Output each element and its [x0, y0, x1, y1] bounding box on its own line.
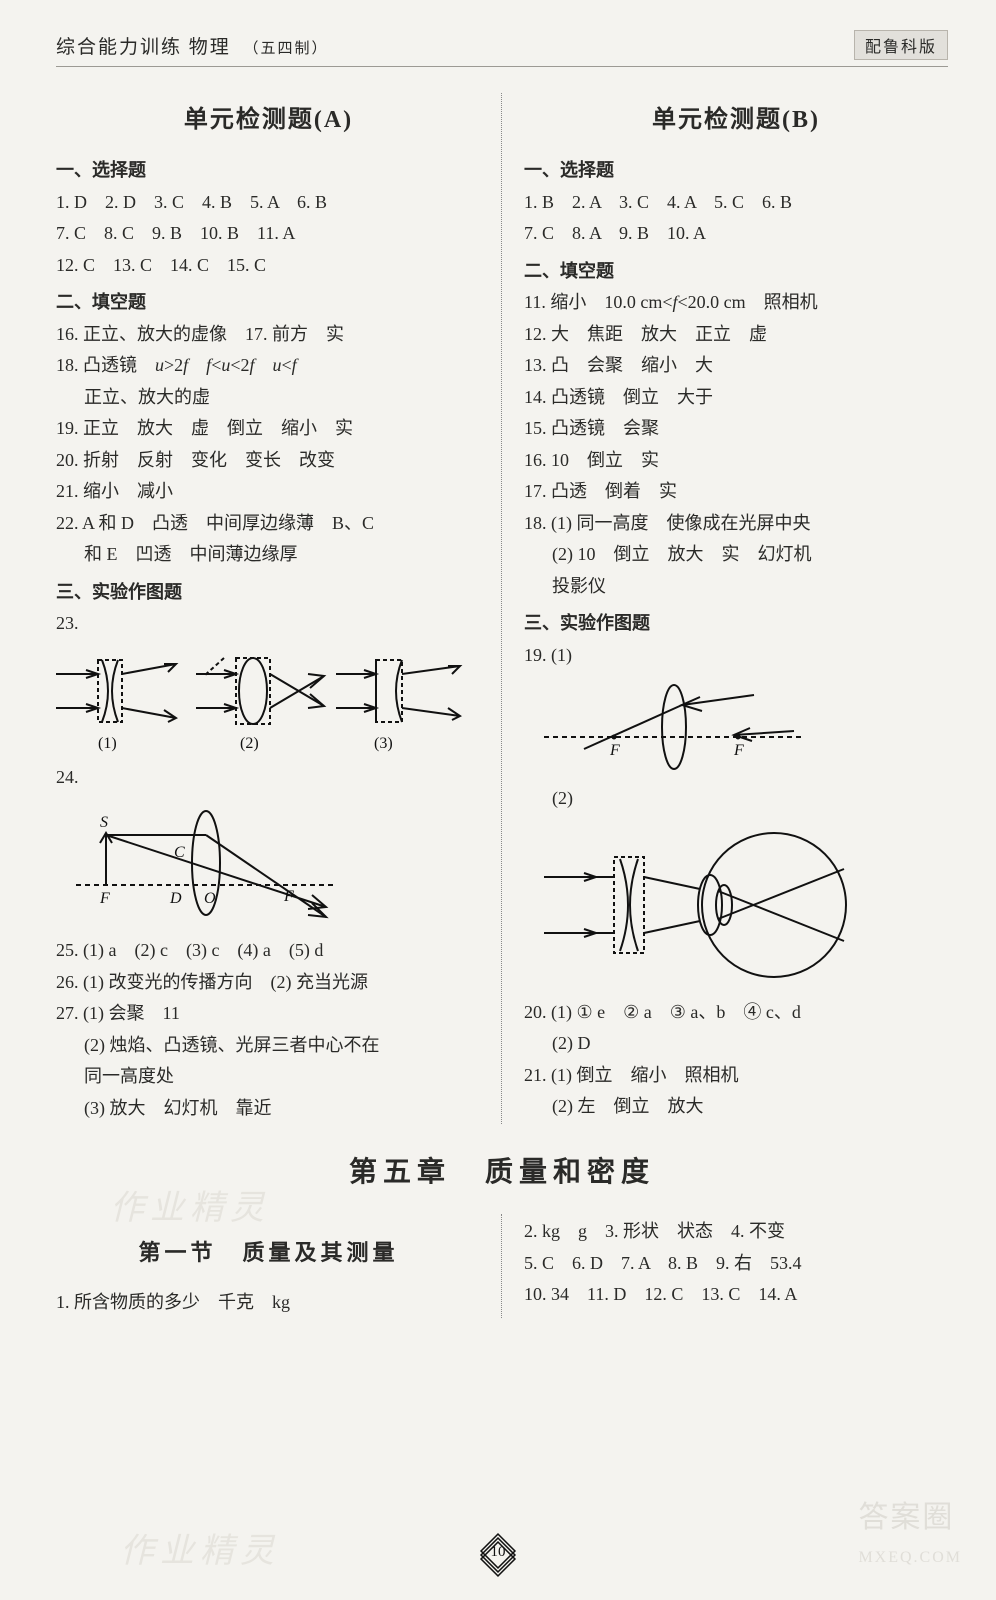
testA-q20: 20. 折射 反射 变化 变长 改变	[56, 445, 481, 477]
section-title: 第一节 质量及其测量	[56, 1234, 481, 1273]
fig19-2	[524, 821, 948, 991]
testA-sect2: 二、填空题	[56, 287, 481, 319]
testA-q27c: 同一高度处	[56, 1061, 481, 1093]
testA-q26: 26. (1) 改变光的传播方向 (2) 充当光源	[56, 967, 481, 999]
testB-q16: 16. 10 倒立 实	[524, 445, 948, 477]
fig24-F2: F	[283, 888, 294, 905]
testB-q13: 13. 凸 会聚 缩小 大	[524, 350, 948, 382]
testA-q18b: 正立、放大的虚	[56, 382, 481, 414]
fig24-D: D	[169, 890, 182, 907]
fig23-label3: (3)	[374, 735, 393, 752]
header-badge: 配鲁科版	[854, 30, 948, 60]
page-number-text: 10	[491, 1544, 506, 1560]
testB-q20a: 20. (1) ① e ② a ③ a、b ④ c、d	[524, 997, 948, 1029]
ch-r1: 2. kg g 3. 形状 状态 4. 不变	[524, 1216, 948, 1248]
testB-q20b: (2) D	[524, 1028, 948, 1060]
testB-q21a: 21. (1) 倒立 缩小 照相机	[524, 1060, 948, 1092]
chapter-columns: 第一节 质量及其测量 1. 所含物质的多少 千克 kg 2. kg g 3. 形…	[56, 1214, 948, 1318]
testB-q21b: (2) 左 倒立 放大	[524, 1091, 948, 1123]
chapter-left: 第一节 质量及其测量 1. 所含物质的多少 千克 kg	[56, 1214, 502, 1318]
fig19-F1: F	[609, 742, 620, 759]
chapter-right: 2. kg g 3. 形状 状态 4. 不变 5. C 6. D 7. A 8.…	[502, 1214, 948, 1318]
testA-q23: 23.	[56, 608, 481, 640]
testA-sect3: 三、实验作图题	[56, 577, 481, 609]
testB-sect3: 三、实验作图题	[524, 608, 948, 640]
testB-q19-2: (2)	[524, 783, 948, 815]
testB-sect1: 一、选择题	[524, 155, 948, 187]
header-subject: 物理	[189, 37, 231, 58]
test-a-column: 单元检测题(A) 一、选择题 1. D 2. D 3. C 4. B 5. A …	[56, 93, 502, 1124]
testB-q14: 14. 凸透镜 倒立 大于	[524, 382, 948, 414]
testB-mc2: 7. C 8. A 9. B 10. A	[524, 218, 948, 250]
fig24-C: C	[174, 844, 185, 861]
header-note: （五四制）	[244, 41, 329, 57]
testA-q18a: 18. 凸透镜 u>2f f<u<2f u<f	[56, 350, 481, 382]
page-number: 10	[0, 1524, 996, 1578]
testB-mc1: 1. B 2. A 3. C 4. A 5. C 6. B	[524, 187, 948, 219]
testA-q27d: (3) 放大 幻灯机 靠近	[56, 1093, 481, 1125]
testA-mc2: 7. C 8. C 9. B 10. B 11. A	[56, 218, 481, 250]
testA-q25: 25. (1) a (2) c (3) c (4) a (5) d	[56, 935, 481, 967]
testB-q15: 15. 凸透镜 会聚	[524, 413, 948, 445]
fig24: S C F D O F	[56, 799, 481, 929]
testB-sect2: 二、填空题	[524, 256, 948, 288]
testA-q21: 21. 缩小 减小	[56, 476, 481, 508]
ch-q1: 1. 所含物质的多少 千克 kg	[56, 1287, 481, 1319]
testA-mc1: 1. D 2. D 3. C 4. B 5. A 6. B	[56, 187, 481, 219]
header-title: 综合能力训练	[56, 37, 182, 58]
testA-sect1: 一、选择题	[56, 155, 481, 187]
chapter-title: 第五章 质量和密度	[56, 1150, 948, 1190]
fig24-S: S	[100, 814, 108, 831]
testB-q17: 17. 凸透 倒着 实	[524, 476, 948, 508]
testA-q24: 24.	[56, 762, 481, 794]
header-left: 综合能力训练 物理 （五四制）	[56, 32, 329, 59]
fig19-F2: F	[733, 742, 744, 759]
testA-q22a: 22. A 和 D 凸透 中间厚边缘薄 B、C	[56, 508, 481, 540]
ch-r2: 5. C 6. D 7. A 8. B 9. 右 53.4	[524, 1248, 948, 1280]
fig24-O: O	[204, 890, 216, 907]
fig23: (1) (2) (3)	[56, 646, 481, 756]
test-b-column: 单元检测题(B) 一、选择题 1. B 2. A 3. C 4. A 5. C …	[502, 93, 948, 1124]
test-b-title: 单元检测题(B)	[524, 99, 948, 141]
testB-q18b: (2) 10 倒立 放大 实 幻灯机	[524, 539, 948, 571]
page: 综合能力训练 物理 （五四制） 配鲁科版 单元检测题(A) 一、选择题 1. D…	[0, 0, 996, 1600]
testA-q27b: (2) 烛焰、凸透镜、光屏三者中心不在	[56, 1030, 481, 1062]
testB-q18c: 投影仪	[524, 571, 948, 603]
testB-q11: 11. 缩小 10.0 cm<f<20.0 cm 照相机	[524, 287, 948, 319]
columns: 单元检测题(A) 一、选择题 1. D 2. D 3. C 4. B 5. A …	[56, 93, 948, 1124]
testA-q22b: 和 E 凹透 中间薄边缘厚	[56, 539, 481, 571]
fig23-label2: (2)	[240, 735, 259, 752]
ch-r3: 10. 34 11. D 12. C 13. C 14. A	[524, 1279, 948, 1311]
fig19-1: F F	[524, 677, 948, 777]
testB-q12: 12. 大 焦距 放大 正立 虚	[524, 319, 948, 351]
fig24-F1: F	[99, 890, 110, 907]
testA-q27a: 27. (1) 会聚 11	[56, 998, 481, 1030]
fig23-label1: (1)	[98, 735, 117, 752]
testA-mc3: 12. C 13. C 14. C 15. C	[56, 250, 481, 282]
testB-q18a: 18. (1) 同一高度 使像成在光屏中央	[524, 508, 948, 540]
testA-q16: 16. 正立、放大的虚像 17. 前方 实	[56, 319, 481, 351]
page-header: 综合能力训练 物理 （五四制） 配鲁科版	[56, 30, 948, 67]
testA-q19: 19. 正立 放大 虚 倒立 缩小 实	[56, 413, 481, 445]
test-a-title: 单元检测题(A)	[56, 99, 481, 141]
testB-q19: 19. (1)	[524, 640, 948, 672]
